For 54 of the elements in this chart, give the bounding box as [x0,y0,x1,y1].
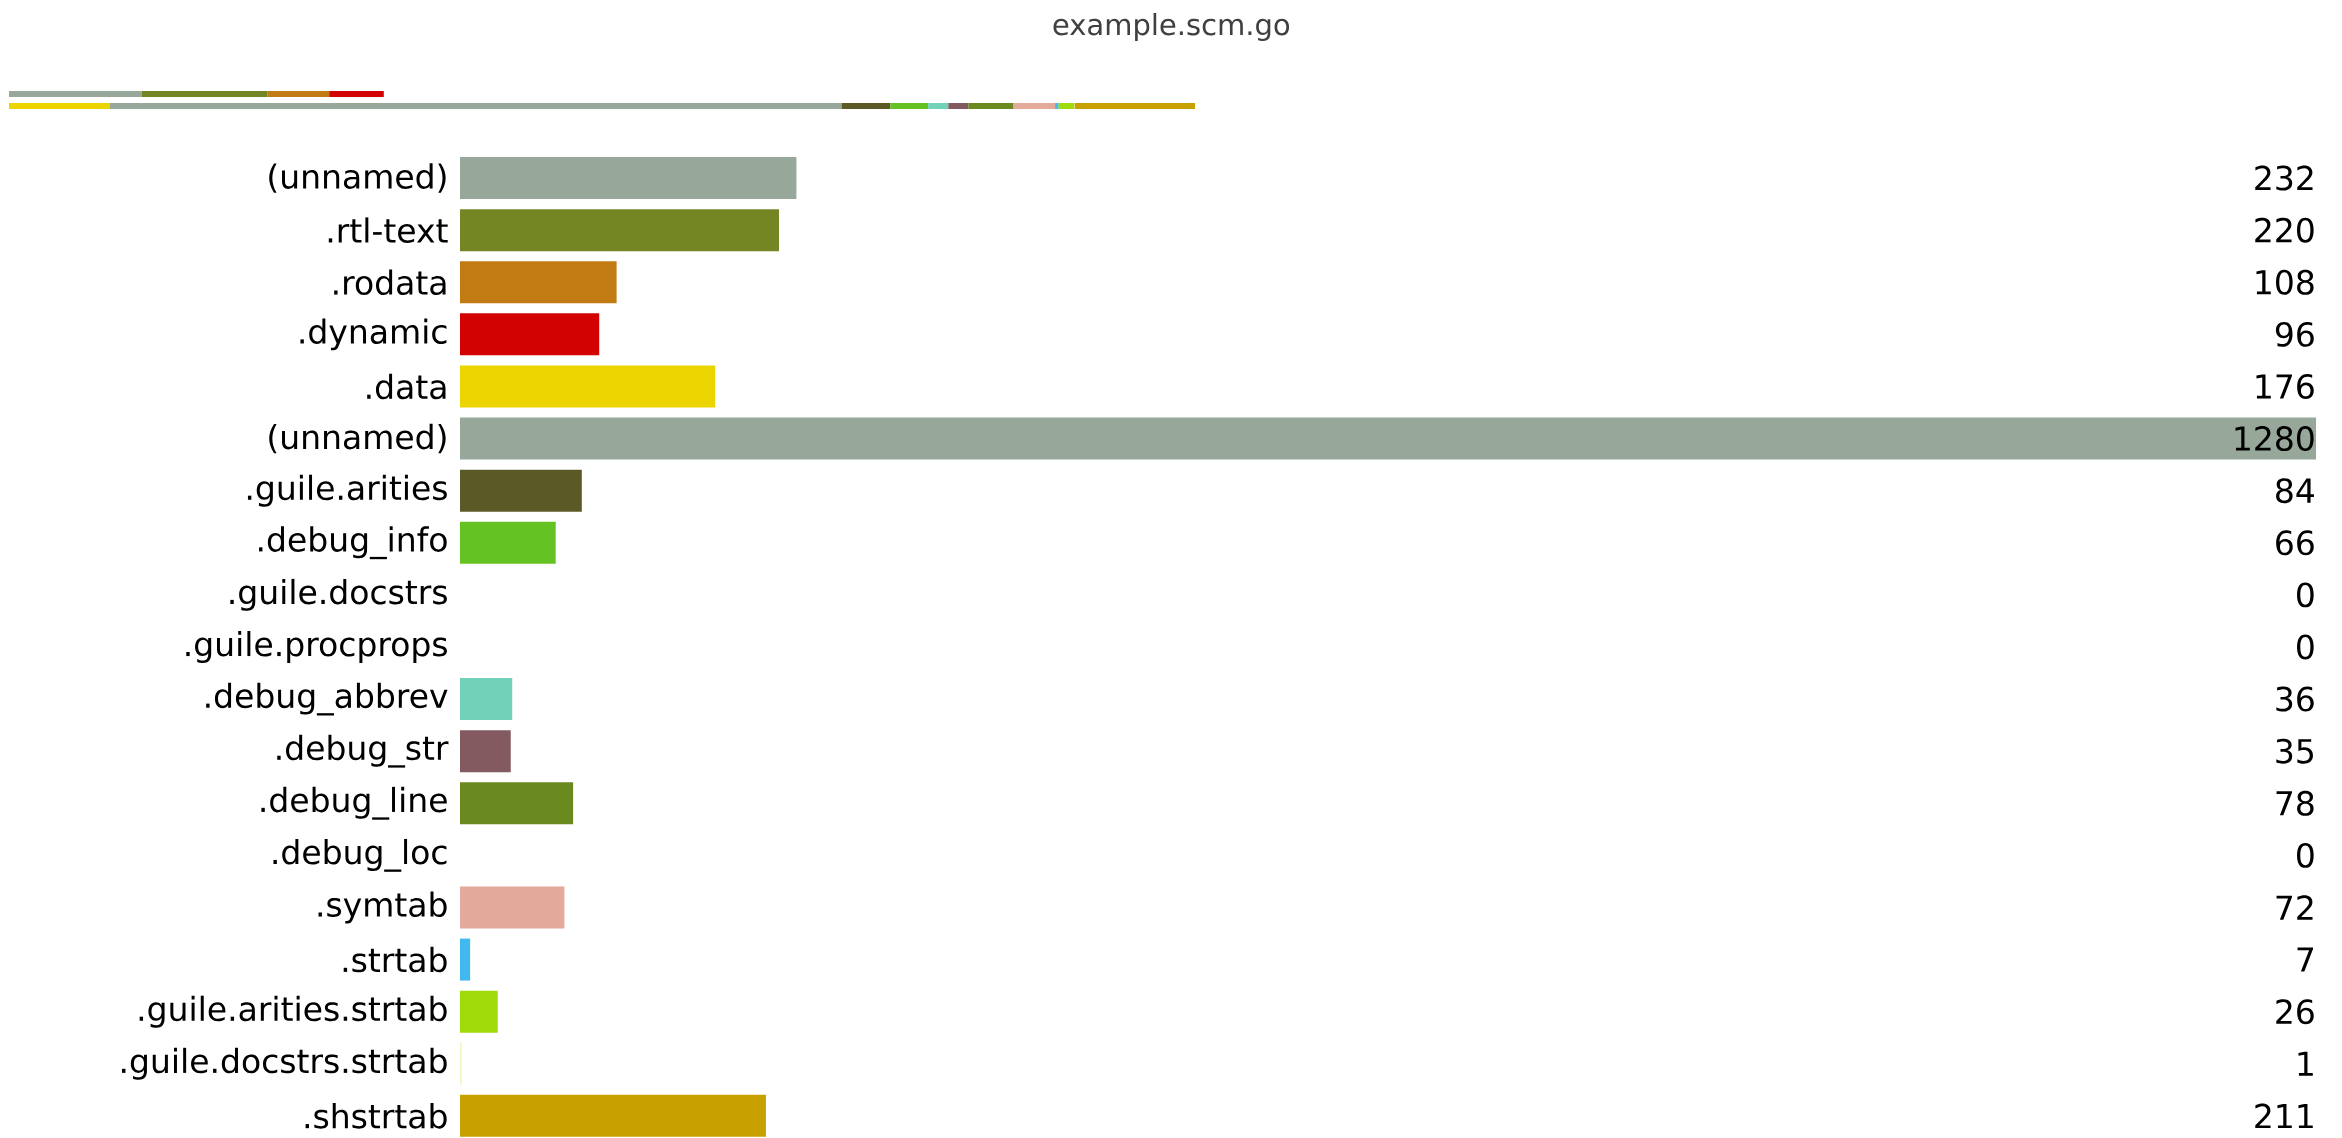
data-label: 66 [2276,530,2314,556]
bar [460,261,617,304]
bar [460,417,2317,460]
data-label: 26 [2276,999,2314,1025]
bar [460,782,574,825]
data-label: 211 [2255,1103,2313,1129]
bar [460,938,471,981]
chart-title: example.scm.go [1053,12,1290,42]
y-tick-label: .debug_str [277,734,449,768]
data-label: 72 [2276,895,2313,920]
bar [460,886,565,929]
bar [460,313,600,356]
y-tick-label: .guile.arities.strtab [139,995,447,1028]
y-tick-label: .debug_line [261,786,447,820]
data-label: 84 [2276,478,2314,504]
data-label: 96 [2275,321,2314,347]
y-tick-label: .shstrtab [305,1103,447,1129]
y-tick-label: .guile.docstrs.strtab [122,1047,447,1080]
data-label: 0 [2297,842,2314,868]
bar [460,209,780,252]
bar [460,678,513,721]
y-tick-label: .strtab [343,946,447,973]
data-label: 1 [2298,1051,2313,1076]
data-label: 7 [2297,947,2314,972]
y-tick-label: (unnamed) [269,163,446,193]
bar [460,521,556,564]
y-tick-label: (unnamed) [269,423,446,454]
data-label: 176 [2256,373,2314,399]
y-tick-label: .rtl-text [328,217,448,243]
data-label: 0 [2297,582,2314,608]
y-tick-label: .rodata [334,269,446,296]
bar [460,469,582,512]
bar [460,365,716,408]
data-label: 78 [2276,790,2314,816]
bar [460,730,511,773]
data-label: 1280 [2235,426,2314,452]
y-tick-label: .guile.procprops [186,631,447,663]
y-tick-label: .data [367,373,446,400]
bar [460,157,797,200]
y-tick-label: .debug_info [259,526,447,560]
data-label: 0 [2297,634,2314,660]
data-label: 36 [2276,686,2314,712]
y-tick-label: .guile.arities [247,474,447,507]
bar [460,990,498,1033]
y-tick-label: .debug_abbrev [206,682,448,716]
data-label: 232 [2255,165,2313,191]
y-tick-label: .symtab [318,891,447,924]
data-label: 220 [2255,217,2314,243]
y-tick-label: .dynamic [300,318,447,351]
data-label: 108 [2256,269,2314,295]
bar [460,1094,766,1137]
y-tick-label: .guile.docstrs [230,578,447,611]
data-label: 35 [2276,738,2313,764]
y-tick-label: .debug_loc [273,838,447,872]
